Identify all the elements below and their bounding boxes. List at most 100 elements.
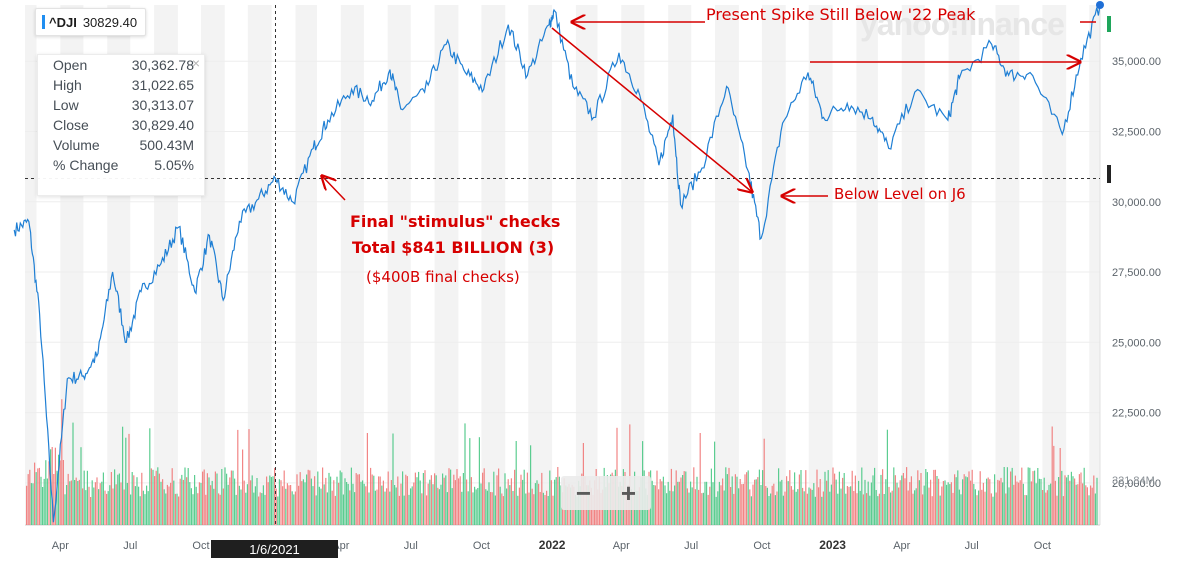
volume-bar bbox=[733, 493, 735, 525]
volume-bar bbox=[1026, 495, 1028, 525]
volume-bar bbox=[115, 484, 117, 525]
crosshair-price-handle[interactable] bbox=[1107, 165, 1111, 183]
volume-bar bbox=[1067, 474, 1069, 525]
volume-bar bbox=[453, 474, 455, 525]
month-band bbox=[387, 5, 411, 525]
volume-bar bbox=[979, 471, 981, 525]
volume-bar bbox=[118, 473, 120, 525]
volume-bar bbox=[166, 484, 168, 525]
x-tick-label: Apr bbox=[613, 540, 630, 552]
zoom-in-button[interactable]: + bbox=[620, 477, 637, 508]
volume-bar bbox=[106, 493, 108, 525]
volume-bar bbox=[514, 469, 516, 525]
volume-bar bbox=[717, 491, 719, 525]
volume-bar bbox=[926, 472, 928, 525]
volume-bar bbox=[938, 478, 940, 525]
volume-bar bbox=[430, 475, 432, 525]
volume-bar bbox=[168, 486, 170, 525]
volume-bar bbox=[698, 489, 700, 525]
volume-bar bbox=[934, 469, 936, 525]
volume-bar bbox=[997, 479, 999, 525]
close-icon[interactable]: × bbox=[191, 55, 200, 71]
volume-bar bbox=[773, 483, 775, 525]
annotation-stimulus-line3: ($400B final checks) bbox=[366, 268, 520, 286]
volume-bar bbox=[1006, 467, 1008, 525]
volume-bar bbox=[442, 473, 444, 525]
volume-bar bbox=[478, 437, 480, 525]
volume-bar bbox=[672, 491, 674, 525]
ohlc-label: Volume bbox=[53, 137, 100, 153]
volume-bar bbox=[362, 480, 364, 525]
volume-bar bbox=[893, 467, 895, 525]
volume-bar bbox=[110, 472, 112, 525]
volume-bar bbox=[491, 492, 493, 525]
volume-bar bbox=[189, 482, 191, 525]
volume-bar bbox=[1051, 426, 1053, 525]
volume-bar bbox=[909, 482, 911, 525]
volume-bar bbox=[322, 467, 324, 525]
volume-bar bbox=[422, 473, 424, 525]
volume-bar bbox=[981, 489, 983, 525]
ohlc-value: 30,313.07 bbox=[131, 97, 194, 113]
x-tick-label: Oct bbox=[473, 540, 490, 552]
volume-bar bbox=[867, 481, 869, 525]
volume-bar bbox=[130, 494, 132, 525]
volume-bar bbox=[94, 482, 96, 525]
volume-bar bbox=[336, 476, 338, 525]
volume-bar bbox=[864, 479, 866, 525]
volume-bar bbox=[890, 492, 892, 525]
volume-bar bbox=[32, 483, 34, 525]
month-band bbox=[1042, 5, 1067, 525]
volume-bar bbox=[523, 469, 525, 525]
volume-bar bbox=[787, 481, 789, 525]
annotation-stimulus-line1: Final "stimulus" checks bbox=[350, 212, 561, 231]
volume-bar bbox=[674, 485, 676, 525]
last-price-handle[interactable] bbox=[1107, 16, 1111, 32]
volume-bar bbox=[837, 493, 839, 525]
volume-bar bbox=[520, 474, 522, 525]
volume-bar bbox=[819, 479, 821, 525]
volume-bar bbox=[267, 482, 269, 525]
volume-bar bbox=[136, 477, 138, 525]
volume-bar bbox=[470, 477, 472, 525]
annotation-present-spike: Present Spike Still Below '22 Peak bbox=[706, 5, 976, 24]
volume-bar bbox=[120, 482, 122, 525]
volume-bar bbox=[946, 484, 948, 525]
volume-bar bbox=[912, 493, 914, 525]
volume-bar bbox=[152, 469, 154, 525]
zoom-out-button[interactable]: − bbox=[575, 477, 592, 508]
volume-bar bbox=[842, 477, 844, 525]
volume-bar bbox=[838, 471, 840, 525]
volume-bar bbox=[931, 496, 933, 525]
volume-bar bbox=[205, 494, 207, 525]
volume-bar bbox=[510, 478, 512, 525]
volume-bar bbox=[237, 429, 239, 525]
volume-bar bbox=[162, 479, 164, 525]
volume-bar bbox=[506, 488, 508, 525]
volume-bar bbox=[1027, 467, 1029, 525]
volume-bar bbox=[968, 471, 970, 525]
zoom-controls: − + bbox=[561, 476, 651, 510]
month-band bbox=[761, 5, 786, 525]
volume-bar bbox=[1035, 483, 1037, 525]
month-band bbox=[528, 5, 553, 525]
volume-bar bbox=[293, 494, 295, 525]
volume-bar bbox=[854, 475, 856, 525]
ohlc-value: 30,829.40 bbox=[131, 117, 194, 133]
volume-bar bbox=[826, 480, 828, 525]
volume-bar bbox=[1048, 484, 1050, 525]
volume-bar bbox=[557, 467, 559, 525]
volume-bar bbox=[669, 490, 671, 525]
volume-bar bbox=[486, 490, 488, 525]
volume-bar bbox=[235, 494, 237, 525]
volume-bar bbox=[38, 467, 40, 525]
volume-bar bbox=[157, 467, 159, 525]
volume-bar bbox=[658, 489, 660, 525]
volume-bar bbox=[222, 488, 224, 525]
volume-bar bbox=[256, 478, 258, 525]
volume-bar bbox=[502, 496, 504, 525]
volume-bar bbox=[437, 487, 439, 525]
volume-bar bbox=[976, 495, 978, 525]
volume-bar bbox=[694, 489, 696, 525]
